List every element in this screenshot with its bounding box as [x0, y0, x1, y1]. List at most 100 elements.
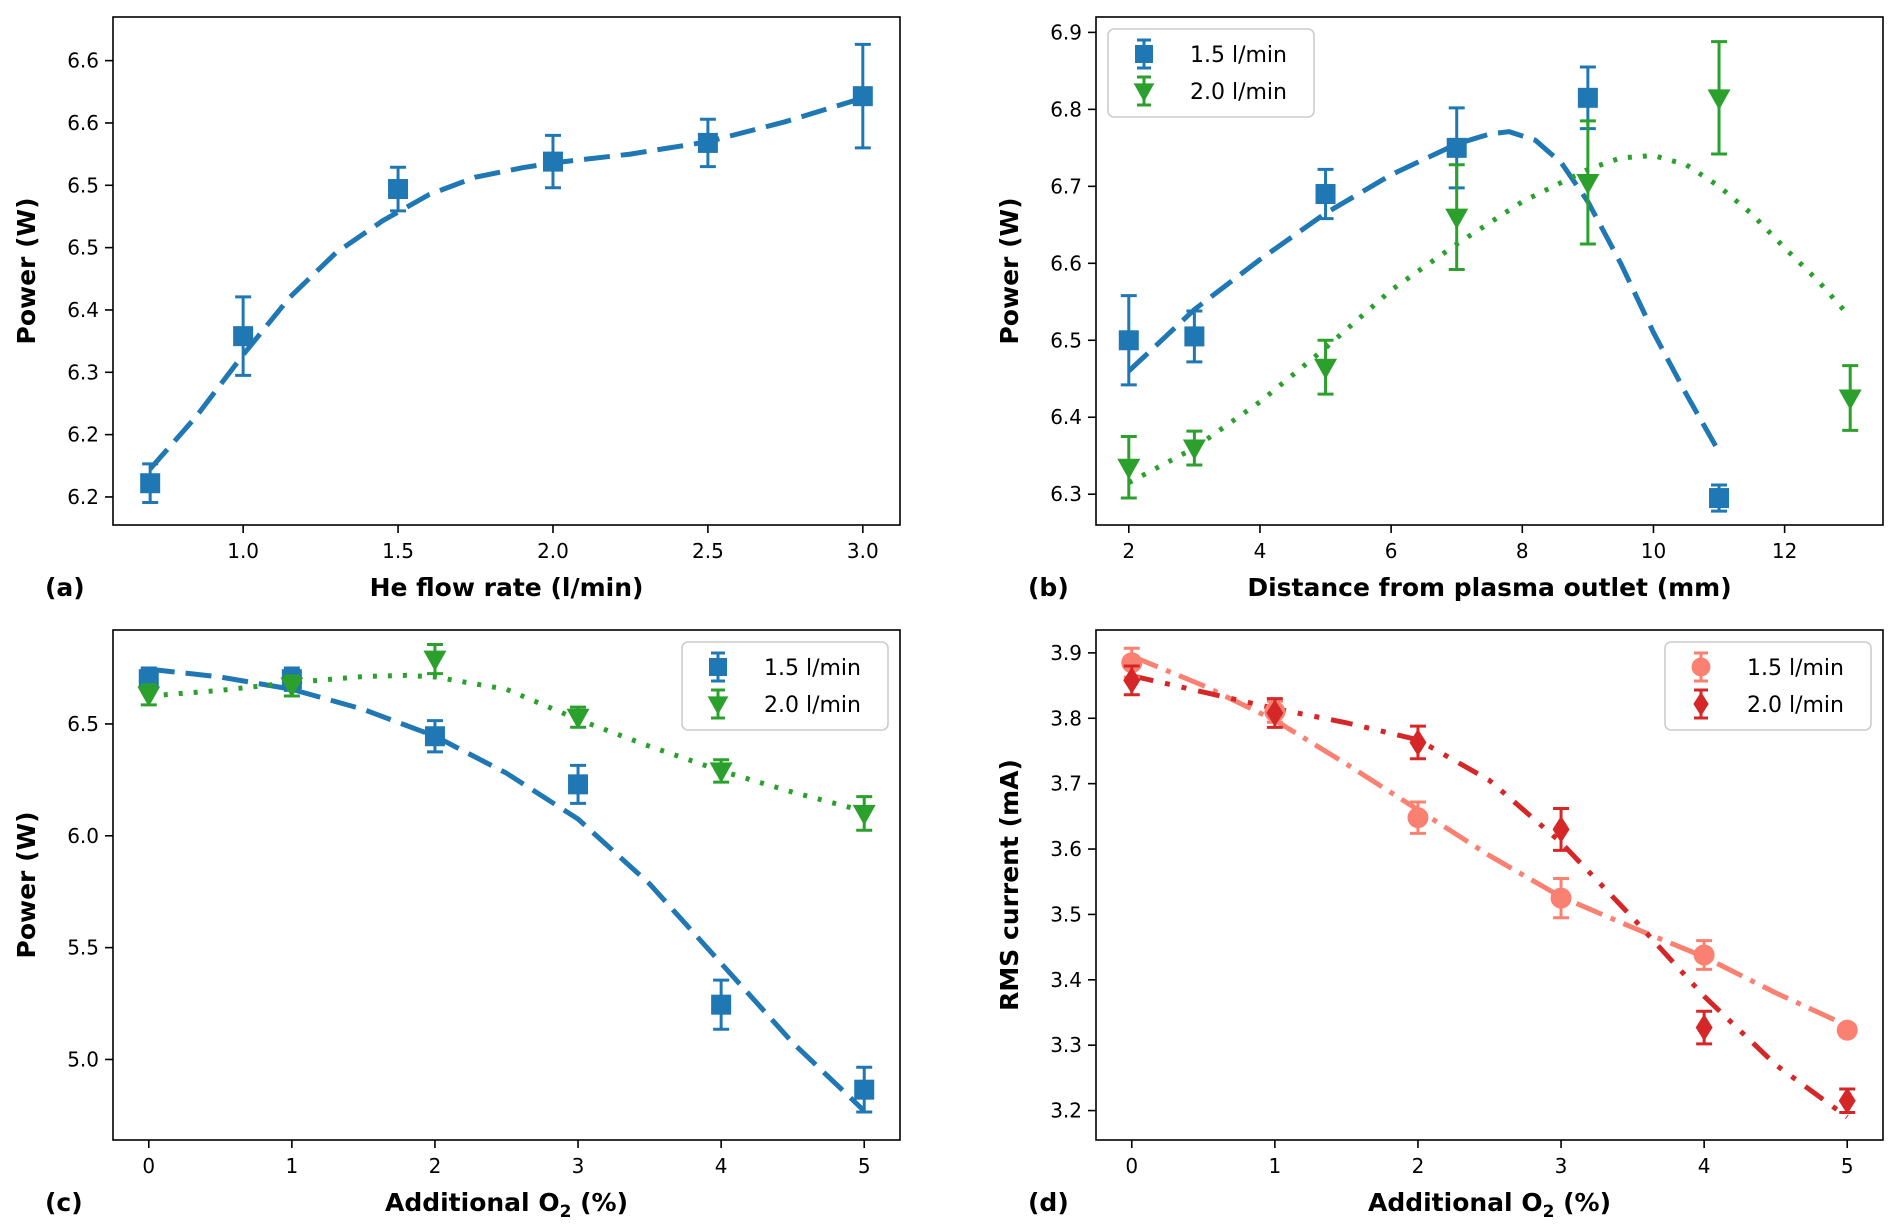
data-point-d-1-2: [1409, 729, 1426, 756]
data-point-d-0-2: [1407, 807, 1428, 828]
data-point-a-0-4: [698, 133, 718, 153]
panel-c: 0 1 2 3 4 5 5.0 5.5 6.0 6.5 Additional O2 (%) Power…: [12, 630, 900, 1222]
legend-label-d-1: 2.0 l/min: [1747, 693, 1844, 718]
data-point-b-1-0: [1117, 459, 1140, 480]
fit-line-b-1: [1129, 156, 1850, 483]
x-axis-label-c: Additional O2 (%): [385, 1188, 628, 1222]
fit-line-d-1: [1132, 676, 1847, 1117]
legend-label-d-0: 1.5 l/min: [1747, 656, 1844, 681]
panel-d: 0 1 2 3 4 5 3.2 3.3 3.4 3.5 3.6 3.7 3.8 3.9 Additional…: [995, 630, 1883, 1222]
data-point-b-0-4: [1578, 88, 1598, 108]
data-point-c-1-3: [567, 709, 590, 730]
data-point-c-0-2: [425, 726, 445, 746]
fit-line-a-0: [150, 98, 863, 469]
y-tick-label-d-6: 3.8: [1050, 706, 1082, 730]
y-tick-label-a-3: 6.4: [67, 298, 99, 322]
legend-marker-b-0: [1135, 45, 1153, 63]
data-point-b-1-3: [1445, 209, 1468, 230]
data-point-b-0-1: [1184, 326, 1204, 346]
legend-label-b-0: 1.5 l/min: [1190, 43, 1287, 68]
y-tick-label-b-5: 6.8: [1050, 97, 1082, 121]
y-tick-label-a-2: 6.3: [67, 360, 99, 384]
x-tick-label-c-2: 2: [429, 1154, 442, 1178]
data-point-a-0-0: [140, 473, 160, 493]
data-point-c-0-4: [711, 995, 731, 1015]
y-axis-label-b: Power (W): [995, 197, 1024, 344]
y-tick-label-b-4: 6.7: [1050, 174, 1082, 198]
y-tick-label-a-7: 6.6: [67, 49, 99, 73]
y-tick-label-a-5: 6.5: [67, 173, 99, 197]
y-tick-label-c-1: 5.5: [67, 936, 99, 960]
x-tick-label-c-1: 1: [285, 1154, 298, 1178]
panel-label-d: (d): [1028, 1188, 1069, 1217]
x-tick-label-b-2: 6: [1385, 539, 1398, 563]
y-tick-label-a-6: 6.6: [67, 111, 99, 135]
x-tick-label-d-5: 5: [1841, 1154, 1854, 1178]
data-point-c-1-2: [423, 651, 446, 672]
data-point-a-0-2: [388, 179, 408, 199]
x-tick-label-c-0: 0: [142, 1154, 155, 1178]
y-tick-label-a-0: 6.2: [67, 485, 99, 509]
y-tick-label-d-2: 3.4: [1050, 968, 1082, 992]
y-tick-label-d-5: 3.7: [1050, 772, 1082, 796]
y-tick-label-b-2: 6.5: [1050, 328, 1082, 352]
x-axis-label-a: He flow rate (l/min): [370, 573, 644, 602]
legend-marker-c-0: [709, 658, 727, 676]
x-tick-label-b-0: 2: [1122, 539, 1135, 563]
y-tick-label-c-3: 6.5: [67, 712, 99, 736]
legend-label-c-0: 1.5 l/min: [764, 656, 861, 681]
legend-label-c-1: 2.0 l/min: [764, 693, 861, 718]
x-axis-label-d: Additional O2 (%): [1368, 1188, 1611, 1222]
x-tick-label-a-3: 2.5: [692, 539, 724, 563]
data-point-d-0-5: [1837, 1020, 1858, 1041]
x-tick-label-c-4: 4: [715, 1154, 728, 1178]
y-tick-label-d-1: 3.3: [1050, 1033, 1082, 1057]
fit-line-c-0: [149, 669, 864, 1111]
y-tick-label-d-7: 3.9: [1050, 641, 1082, 665]
panel-label-a: (a): [45, 573, 85, 602]
data-point-c-1-0: [137, 686, 160, 707]
data-point-b-1-4: [1576, 174, 1599, 195]
data-point-a-0-1: [233, 326, 253, 346]
data-point-b-1-2: [1314, 359, 1337, 380]
x-tick-label-a-1: 1.5: [382, 539, 414, 563]
x-tick-label-c-3: 3: [572, 1154, 585, 1178]
y-axis-label-d: RMS current (mA): [995, 759, 1024, 1011]
data-point-b-0-2: [1316, 184, 1336, 204]
data-point-d-1-4: [1696, 1014, 1713, 1041]
data-point-b-0-3: [1447, 138, 1467, 158]
x-tick-label-a-4: 3.0: [847, 539, 879, 563]
x-tick-label-d-2: 2: [1412, 1154, 1425, 1178]
x-tick-label-d-3: 3: [1555, 1154, 1568, 1178]
data-point-d-1-5: [1839, 1087, 1856, 1114]
y-tick-label-b-0: 6.3: [1050, 482, 1082, 506]
data-point-b-1-1: [1183, 440, 1206, 461]
figure-canvas: 1.0 1.5 2.0 2.5 3.06.26.26.36.46.56.56.66.6H…: [0, 0, 1901, 1226]
y-tick-label-a-1: 6.2: [67, 423, 99, 447]
x-tick-label-a-0: 1.0: [227, 539, 259, 563]
data-point-b-0-0: [1119, 330, 1139, 350]
panel-b: 2 4 6 8 10 12 6.3 6.4 6.5 6.6 6.7 6.8 6.9 Distance fr…: [995, 17, 1883, 602]
y-tick-label-b-3: 6.6: [1050, 251, 1082, 275]
data-point-d-0-3: [1551, 888, 1572, 909]
x-tick-label-d-4: 4: [1698, 1154, 1711, 1178]
fit-line-b-0: [1129, 132, 1719, 452]
x-tick-label-b-4: 10: [1641, 539, 1666, 563]
data-point-a-0-3: [543, 152, 563, 172]
data-point-a-0-5: [853, 86, 873, 106]
x-tick-label-b-3: 8: [1516, 539, 1529, 563]
y-axis-label-c: Power (W): [12, 811, 41, 958]
x-tick-label-d-1: 1: [1268, 1154, 1281, 1178]
x-tick-label-d-0: 0: [1125, 1154, 1138, 1178]
legend-marker-d-0: [1692, 658, 1711, 677]
panel-label-b: (b): [1028, 573, 1069, 602]
panel-label-c: (c): [45, 1188, 83, 1217]
data-point-c-0-3: [568, 774, 588, 794]
data-point-c-0-5: [854, 1080, 874, 1100]
data-point-b-0-5: [1709, 488, 1729, 508]
y-tick-label-d-3: 3.5: [1050, 902, 1082, 926]
panel-a: 1.0 1.5 2.0 2.5 3.0 6.2 6.2 6.3 6.4 6.5 6.5 6.6 6.6 H…: [12, 17, 900, 602]
data-point-b-1-5: [1708, 89, 1731, 110]
legend-label-b-1: 2.0 l/min: [1190, 80, 1287, 105]
axes-frame-a: [113, 17, 900, 525]
